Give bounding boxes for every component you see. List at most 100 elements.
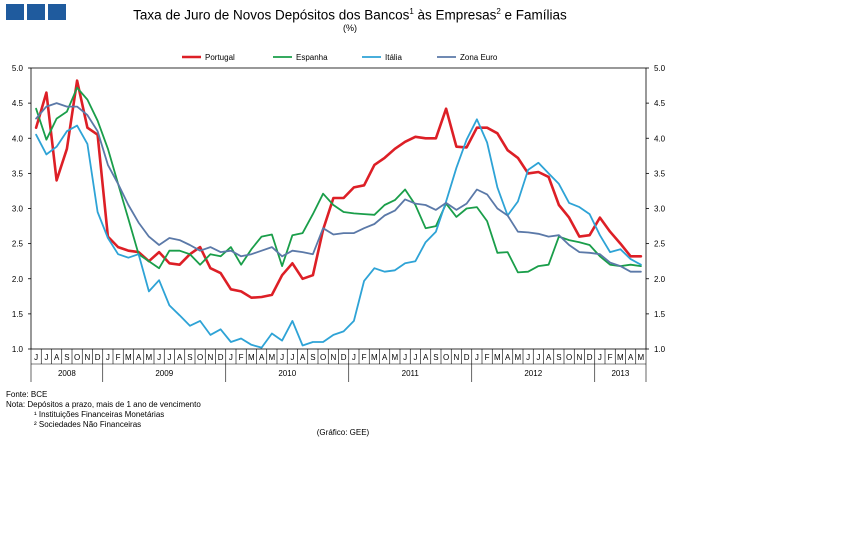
x-month-label: M xyxy=(638,353,645,362)
note-footnote-1: ¹ Instituições Financeiras Monetárias xyxy=(34,410,165,419)
legend-label: Espanha xyxy=(296,53,328,62)
x-month-label: N xyxy=(330,353,336,362)
x-month-label: D xyxy=(587,353,593,362)
x-month-label: M xyxy=(146,353,153,362)
legend-label: Portugal xyxy=(205,53,235,62)
y-tick-label-left: 4.0 xyxy=(12,134,24,143)
x-month-label: J xyxy=(598,353,602,362)
x-month-label: J xyxy=(229,353,233,362)
x-month-label: A xyxy=(628,353,634,362)
x-month-label: F xyxy=(239,353,244,362)
x-month-label: A xyxy=(505,353,511,362)
x-month-label: A xyxy=(300,353,306,362)
x-month-label: O xyxy=(74,353,80,362)
legend-label: Itália xyxy=(385,53,402,62)
x-month-label: J xyxy=(526,353,530,362)
x-month-label: A xyxy=(382,353,388,362)
x-month-label: O xyxy=(443,353,449,362)
y-tick-label-right: 1.5 xyxy=(654,310,666,319)
logo xyxy=(6,4,66,20)
x-year-label: 2013 xyxy=(611,369,629,378)
x-month-label: S xyxy=(64,353,69,362)
chart-notes: Fonte: BCE Nota: Depósitos a prazo, mais… xyxy=(6,390,201,430)
x-month-label: J xyxy=(280,353,284,362)
x-year-label: 2011 xyxy=(402,369,420,378)
x-month-label: J xyxy=(403,353,407,362)
note-maturity: Nota: Depósitos a prazo, mais de 1 ano d… xyxy=(6,400,201,409)
chart-title: Taxa de Juro de Novos Depósitos dos Banc… xyxy=(133,7,567,23)
y-tick-label-right: 1.0 xyxy=(654,345,666,354)
y-tick-label-right: 2.5 xyxy=(654,240,666,249)
x-month-label: M xyxy=(269,353,276,362)
line-chart: 1.0 1.0 1.5 1.5 2.0 2.0 2.5 2.5 3.0 3.0 3.5 3.5 4.0 4… xyxy=(12,53,666,382)
x-month-label: M xyxy=(371,353,378,362)
x-month-label: D xyxy=(464,353,470,362)
x-year-label: 2009 xyxy=(155,369,173,378)
x-month-label: M xyxy=(617,353,624,362)
x-year-label: 2010 xyxy=(278,369,296,378)
x-month-label: M xyxy=(125,353,132,362)
x-month-label: J xyxy=(167,353,171,362)
x-month-label: S xyxy=(187,353,192,362)
y-tick-label-right: 4.5 xyxy=(654,99,666,108)
y-tick-label-right: 2.0 xyxy=(654,275,666,284)
x-month-label: J xyxy=(475,353,479,362)
x-month-label: F xyxy=(485,353,490,362)
x-month-label: O xyxy=(197,353,203,362)
x-month-label: A xyxy=(136,353,142,362)
x-month-label: N xyxy=(576,353,582,362)
x-month-label: O xyxy=(320,353,326,362)
x-month-label: J xyxy=(413,353,417,362)
x-month-label: N xyxy=(453,353,459,362)
x-month-label: J xyxy=(157,353,161,362)
logo-block-1 xyxy=(6,4,24,20)
x-month-label: J xyxy=(290,353,294,362)
x-month-label: D xyxy=(341,353,347,362)
x-month-label: M xyxy=(248,353,255,362)
x-month-label: J xyxy=(44,353,48,362)
x-month-label: J xyxy=(34,353,38,362)
y-tick-label-left: 1.5 xyxy=(12,310,24,319)
x-month-label: F xyxy=(116,353,121,362)
x-month-label: A xyxy=(259,353,265,362)
x-month-label: S xyxy=(556,353,561,362)
y-tick-label-left: 3.5 xyxy=(12,169,24,178)
x-month-label: N xyxy=(207,353,213,362)
series-line-zona-euro xyxy=(35,102,642,273)
y-tick-label-right: 5.0 xyxy=(654,64,666,73)
y-tick-label-left: 3.0 xyxy=(12,205,24,214)
y-tick-label-right: 3.5 xyxy=(654,169,666,178)
note-source: Fonte: BCE xyxy=(6,390,48,399)
y-tick-label-left: 5.0 xyxy=(12,64,24,73)
y-tick-label-left: 2.0 xyxy=(12,275,24,284)
legend-label: Zona Euro xyxy=(460,53,498,62)
x-month-label: J xyxy=(352,353,356,362)
y-tick-label-left: 2.5 xyxy=(12,240,24,249)
x-month-label: D xyxy=(218,353,224,362)
x-month-label: D xyxy=(95,353,101,362)
x-month-label: A xyxy=(423,353,429,362)
logo-block-2 xyxy=(27,4,45,20)
y-tick-label-left: 1.0 xyxy=(12,345,24,354)
x-month-label: M xyxy=(515,353,522,362)
y-tick-label-left: 4.5 xyxy=(12,99,24,108)
x-month-label: J xyxy=(106,353,110,362)
y-tick-label-right: 4.0 xyxy=(654,134,666,143)
x-month-label: A xyxy=(177,353,183,362)
x-month-label: A xyxy=(54,353,60,362)
x-month-label: S xyxy=(310,353,315,362)
chart-credit: (Gráfico: GEE) xyxy=(316,428,370,437)
logo-block-3 xyxy=(48,4,66,20)
x-year-label: 2008 xyxy=(58,369,76,378)
series-line-espanha xyxy=(35,86,642,274)
x-month-label: M xyxy=(392,353,399,362)
x-month-label: J xyxy=(536,353,540,362)
x-month-label: F xyxy=(362,353,367,362)
x-year-label: 2012 xyxy=(524,369,542,378)
series-line-itália xyxy=(35,118,642,349)
chart-subtitle: (%) xyxy=(343,23,357,33)
x-month-label: F xyxy=(608,353,613,362)
x-month-label: A xyxy=(546,353,552,362)
y-tick-label-right: 3.0 xyxy=(654,205,666,214)
x-month-label: M xyxy=(494,353,501,362)
